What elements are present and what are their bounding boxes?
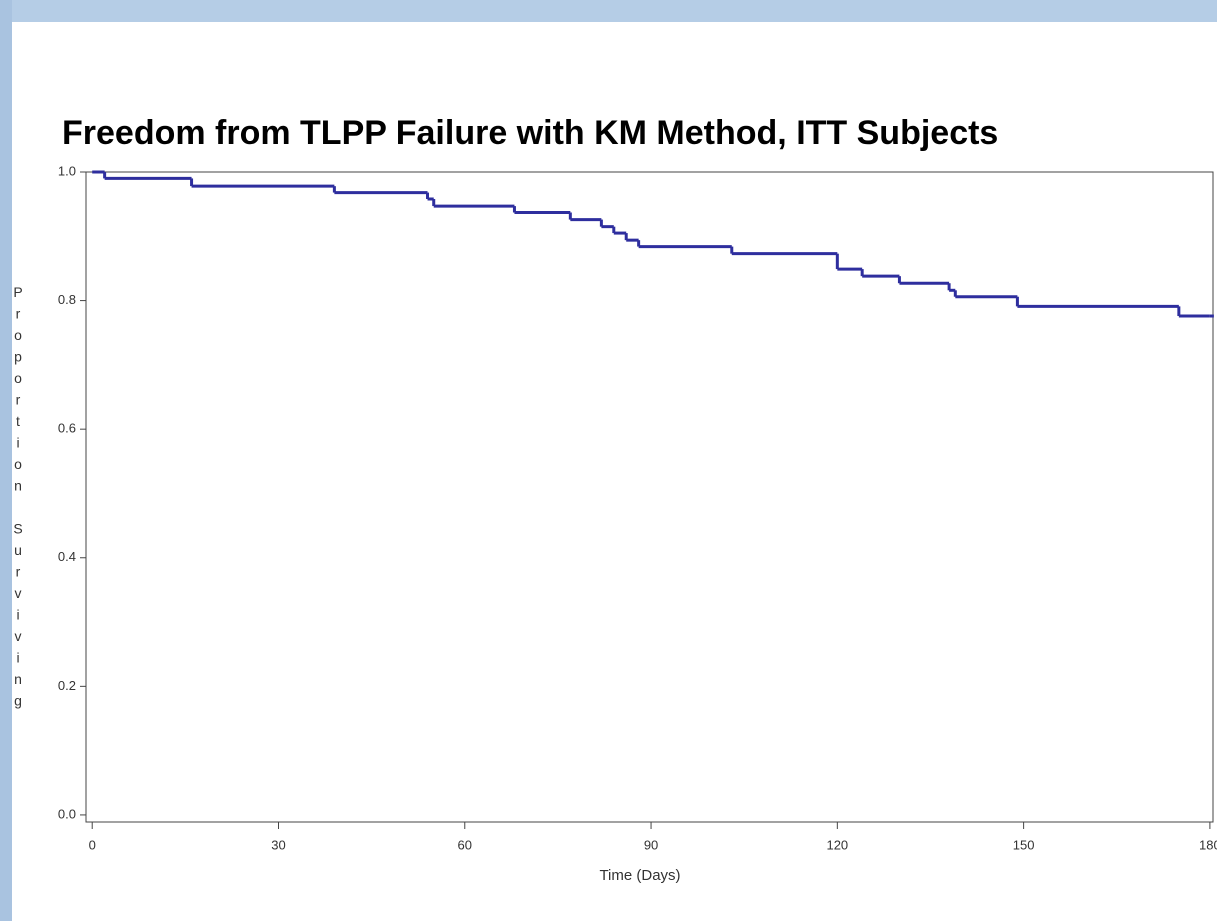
y-axis-label: Proportion Surviving	[10, 284, 26, 714]
chart-title: Freedom from TLPP Failure with KM Method…	[62, 114, 998, 152]
x-tick-label: 180	[1199, 837, 1217, 852]
x-tick-label: 0	[89, 837, 96, 852]
x-tick-label: 120	[826, 837, 848, 852]
y-tick-label: 1.0	[58, 163, 76, 178]
y-tick-label: 0.6	[58, 421, 76, 436]
x-tick-label: 30	[271, 837, 285, 852]
x-axis-label: Time (Days)	[599, 867, 680, 884]
x-tick-label: 150	[1013, 837, 1035, 852]
y-tick-label: 0.2	[58, 678, 76, 693]
top-band	[0, 0, 1217, 22]
x-tick-label: 90	[644, 837, 658, 852]
x-tick-label: 60	[458, 837, 472, 852]
plot-frame	[85, 171, 1214, 823]
y-tick-label: 0.4	[58, 549, 76, 564]
left-band	[0, 0, 12, 921]
y-tick-label: 0.0	[58, 806, 76, 821]
y-tick-label: 0.8	[58, 292, 76, 307]
